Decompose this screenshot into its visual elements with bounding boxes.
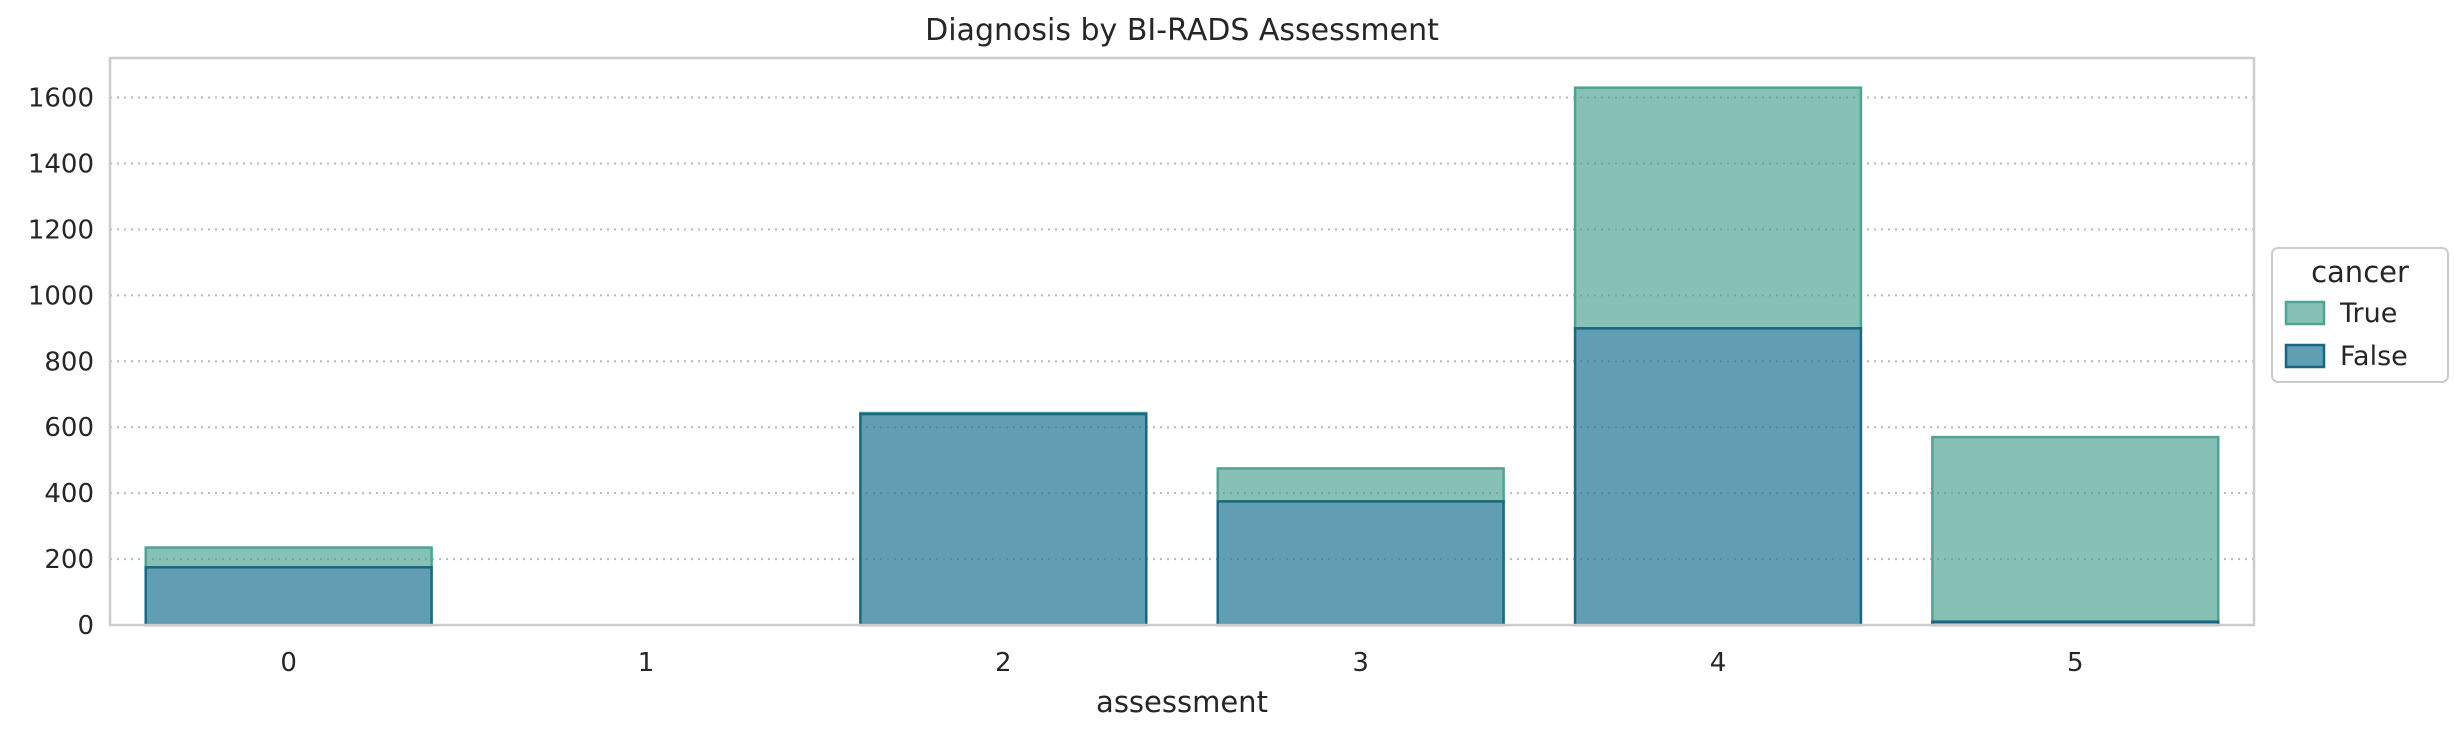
bar-true-4 [1573,86,1863,330]
bar-true-5 [1931,435,2220,623]
x-tick-label: 4 [1710,648,1727,678]
y-tick-label: 1000 [28,281,94,311]
y-tick-label: 1600 [28,84,94,114]
y-tick-label: 200 [44,545,94,575]
plot-frame [108,56,2256,627]
grid-layer [110,96,2254,561]
bar-false-2 [859,412,1148,627]
legend-entries: True False [2284,298,2408,372]
legend-title: cancer [2311,255,2409,289]
x-axis-label: assessment [1096,685,1268,719]
bar-false-4 [1573,327,1863,627]
x-tick-label: 0 [280,648,297,678]
y-tick-label: 600 [44,413,94,443]
legend-swatch-true [2284,300,2326,326]
bar-false-0 [144,566,433,627]
bar-true-0 [144,546,433,569]
y-tick-label: 1400 [28,149,94,179]
x-tick-label: 1 [638,648,655,678]
x-tick-label: 5 [2067,648,2084,678]
x-tick-label: 3 [1352,648,1369,678]
bars-layer [144,86,2220,627]
legend: cancer True False [2271,247,2449,383]
legend-swatch-false [2284,343,2326,369]
bar-true-3 [1216,467,1505,503]
bar-false-3 [1216,500,1505,627]
chart-title: Diagnosis by BI-RADS Assessment [925,13,1439,48]
x-tick-label: 2 [995,648,1012,678]
y-tick-label: 400 [44,479,94,509]
y-tick-label: 0 [77,611,94,641]
y-tick-label: 1200 [28,215,94,245]
legend-label-false: False [2340,341,2408,372]
axes-layer: 0 200 400 600 800 1000 1200 1400 1600 0 1 2 3 4 5 [28,56,2256,678]
y-tick-label: 800 [44,347,94,377]
legend-label-true: True [2339,298,2397,329]
